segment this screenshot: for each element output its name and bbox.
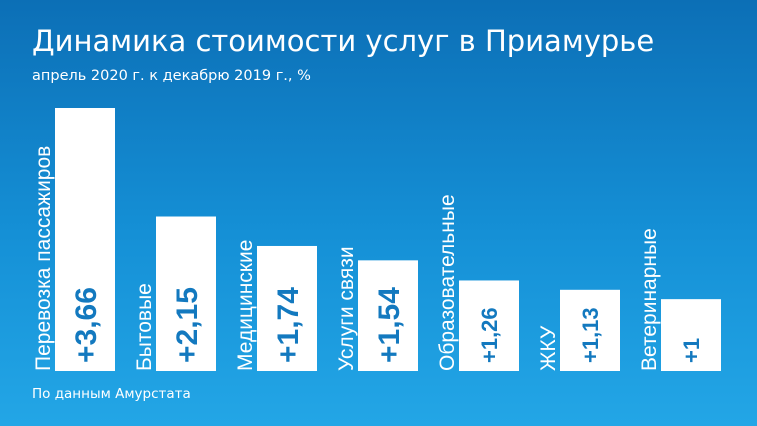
bar xyxy=(156,216,216,371)
value-label: +1 xyxy=(679,338,704,363)
value-label: +1,13 xyxy=(578,307,603,363)
value-label: +3,66 xyxy=(70,287,103,363)
bar xyxy=(358,260,418,371)
value-label: +1,74 xyxy=(272,287,305,363)
chart-title: Динамика стоимости услуг в Приамурье xyxy=(32,24,655,58)
bar xyxy=(55,108,115,371)
value-label: +2,15 xyxy=(171,287,204,363)
category-label: ЖКУ xyxy=(537,325,560,371)
category-label: Услуги связи xyxy=(335,246,358,371)
value-label: +1,54 xyxy=(373,287,406,363)
bar xyxy=(560,289,620,371)
category-label: Образовательные xyxy=(436,194,459,371)
category-label: Бытовые xyxy=(133,283,156,371)
source-note: По данным Амурстата xyxy=(32,386,191,402)
category-label: Перевозка пассажиров xyxy=(32,146,55,371)
bar xyxy=(661,299,721,371)
category-label: Ветеринарные xyxy=(638,228,661,371)
value-label: +1,26 xyxy=(477,307,502,363)
chart-subtitle: апрель 2020 г. к декабрю 2019 г., % xyxy=(32,68,311,84)
bar xyxy=(459,280,519,371)
category-label: Медицинские xyxy=(234,240,257,371)
bar xyxy=(257,245,317,371)
